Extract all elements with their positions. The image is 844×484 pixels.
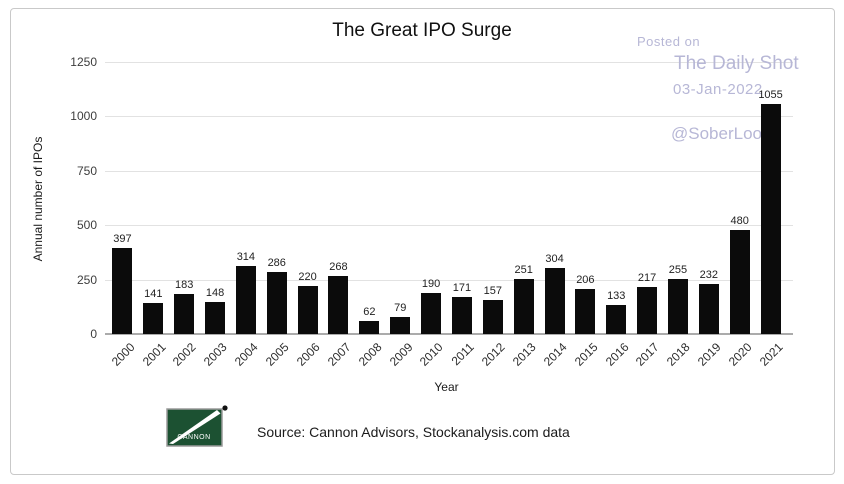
chart-card-frame <box>10 8 835 475</box>
bar-value-label-2008: 62 <box>363 305 376 318</box>
chart-title: The Great IPO Surge <box>332 20 512 41</box>
bar-2000 <box>112 247 133 334</box>
bar-2011 <box>451 296 472 334</box>
bar-value-label-2004: 314 <box>236 250 256 263</box>
gridline-y-750 <box>105 170 793 172</box>
y-tick-label: 250 <box>76 272 97 287</box>
y-tick-label: 1250 <box>70 55 97 69</box>
cannon-logo: CANNON <box>166 405 228 447</box>
bar-2004 <box>235 265 256 334</box>
bar-value-label-2011: 171 <box>452 281 472 294</box>
source-attribution: Source: Cannon Advisors, Stockanalysis.c… <box>257 424 570 440</box>
bar-2015 <box>575 289 596 334</box>
bar-2021 <box>760 104 781 334</box>
bar-value-label-2001: 141 <box>144 288 163 301</box>
bar-2007 <box>328 275 349 334</box>
bar-2003 <box>205 301 226 334</box>
logo-dot <box>222 405 228 411</box>
y-tick-label: 750 <box>76 163 97 178</box>
bar-value-label-2009: 79 <box>394 301 407 314</box>
bar-value-label-2018: 255 <box>668 263 688 276</box>
bar-2005 <box>266 271 287 334</box>
bar-value-label-2012: 157 <box>483 284 502 297</box>
logo-diagonal-stroke <box>169 410 221 444</box>
bar-value-label-2017: 217 <box>637 271 657 284</box>
y-tick-label: 0 <box>90 327 97 341</box>
bar-2014 <box>544 267 565 334</box>
bar-value-label-2013: 251 <box>514 264 533 277</box>
y-axis-title: Annual number of IPOs <box>31 136 45 262</box>
x-axis-title: Year <box>434 380 459 394</box>
bar-2019 <box>698 283 719 334</box>
watermark-soberlook: @SoberLook <box>671 124 771 143</box>
bar-value-label-2014: 304 <box>545 252 564 265</box>
bar-2009 <box>390 316 411 334</box>
gridline-y-1000 <box>105 116 793 118</box>
bar-2016 <box>606 305 627 334</box>
bar-2008 <box>359 320 380 334</box>
bar-2002 <box>174 294 195 334</box>
bar-2001 <box>143 303 164 334</box>
bar-value-label-2006: 220 <box>298 271 317 284</box>
bar-2013 <box>513 279 534 334</box>
bar-2017 <box>637 286 658 334</box>
bar-2012 <box>482 299 503 334</box>
gridline-y-500 <box>105 225 793 227</box>
bar-2010 <box>421 292 442 334</box>
bar-2006 <box>297 286 318 334</box>
bar-value-label-2016: 133 <box>607 290 626 303</box>
bar-value-label-2003: 148 <box>205 286 225 299</box>
bar-value-label-2020: 480 <box>730 214 749 227</box>
gridline-y-250 <box>105 279 793 281</box>
y-tick-label: 500 <box>76 218 97 233</box>
y-tick-label: 1000 <box>70 109 97 124</box>
bar-value-label-2015: 206 <box>576 274 595 287</box>
x-axis-line <box>105 333 793 335</box>
watermark-date: 03-Jan-2022 <box>673 81 763 98</box>
bar-2018 <box>667 278 688 334</box>
logo-wordmark: CANNON <box>177 434 210 441</box>
watermark-daily-shot: The Daily Shot <box>674 53 799 74</box>
bar-value-label-2005: 286 <box>267 256 286 269</box>
bar-value-label-2019: 232 <box>699 268 718 281</box>
bar-value-label-2000: 397 <box>113 232 132 245</box>
bar-value-label-2010: 190 <box>421 277 441 290</box>
bar-value-label-2021: 1055 <box>758 89 783 102</box>
watermark-posted-on: Posted on <box>637 34 701 49</box>
bar-value-label-2002: 183 <box>174 279 194 292</box>
bar-2020 <box>729 229 750 334</box>
bar-value-label-2007: 268 <box>329 260 348 273</box>
gridline-y-1250 <box>105 62 793 63</box>
